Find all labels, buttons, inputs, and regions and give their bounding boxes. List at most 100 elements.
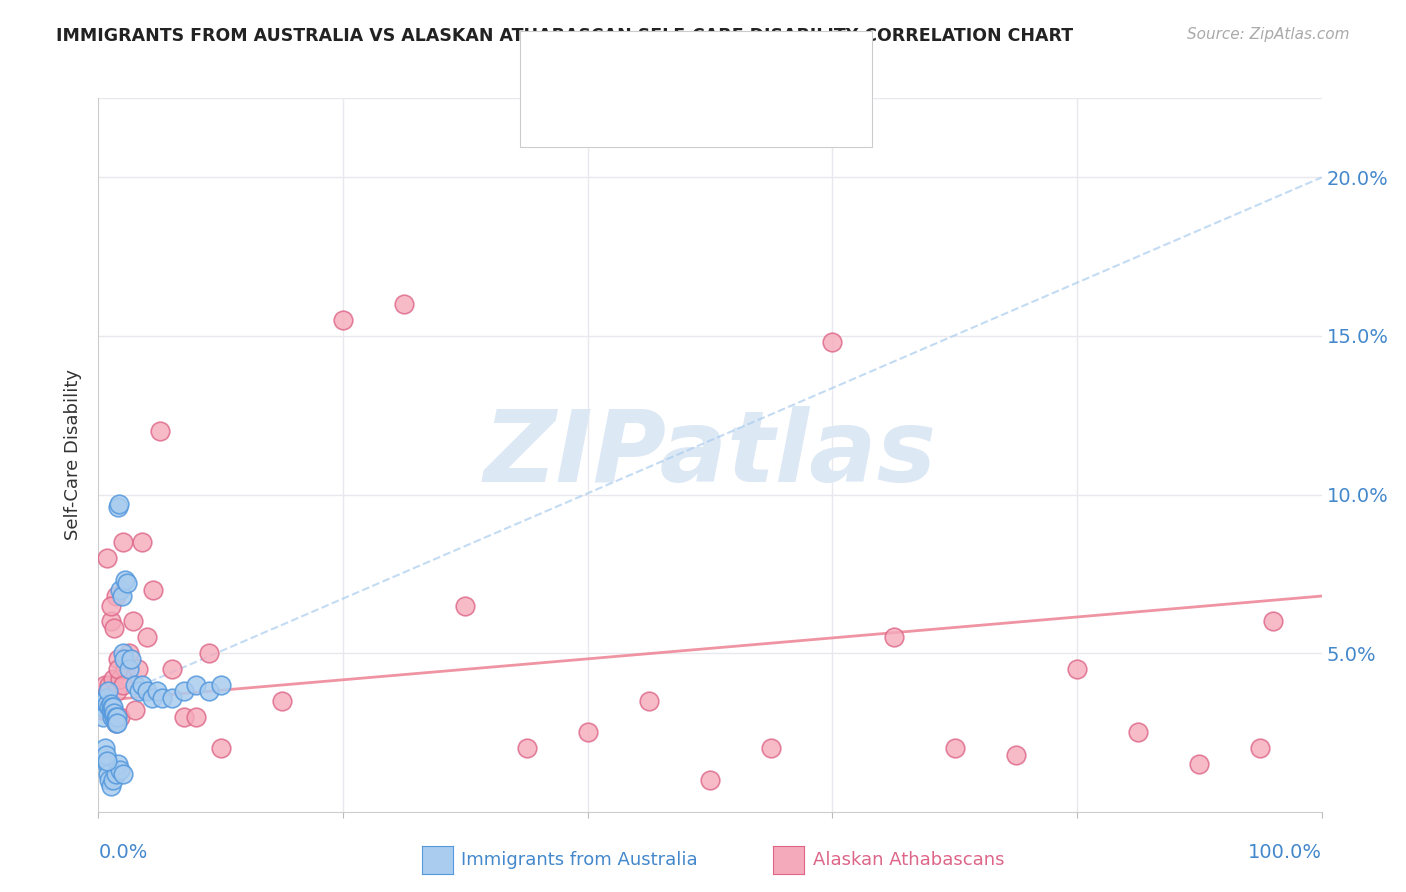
Point xyxy=(103,706,125,721)
Point xyxy=(576,725,599,739)
Point xyxy=(136,630,159,644)
Point xyxy=(100,615,122,629)
Point xyxy=(110,709,132,723)
Point xyxy=(120,652,142,666)
Point xyxy=(101,700,124,714)
Point xyxy=(101,709,124,723)
Point xyxy=(124,703,146,717)
Point xyxy=(97,684,120,698)
Point xyxy=(209,741,232,756)
Point xyxy=(142,582,165,597)
Point xyxy=(101,709,124,723)
Text: R = 0.167: R = 0.167 xyxy=(574,95,688,114)
Point xyxy=(114,662,136,676)
Point xyxy=(146,684,169,698)
Point xyxy=(100,599,122,613)
Point xyxy=(186,678,208,692)
Point xyxy=(108,497,131,511)
Point xyxy=(104,715,127,730)
Point xyxy=(104,709,127,723)
Point xyxy=(93,694,115,708)
Point xyxy=(91,709,114,723)
Text: 100.0%: 100.0% xyxy=(1247,843,1322,862)
Point xyxy=(111,766,134,780)
Point xyxy=(943,741,966,756)
Point xyxy=(160,662,183,676)
Point xyxy=(173,684,195,698)
Point xyxy=(111,589,134,603)
Point xyxy=(332,313,354,327)
Point xyxy=(392,297,416,311)
Point xyxy=(104,715,127,730)
Point xyxy=(115,576,138,591)
Point xyxy=(96,754,118,768)
Point xyxy=(107,652,129,666)
Point xyxy=(883,630,905,644)
Point xyxy=(112,652,135,666)
Point xyxy=(197,646,219,660)
Point xyxy=(103,621,125,635)
Point xyxy=(96,551,118,566)
Point xyxy=(97,684,120,698)
Point xyxy=(1188,757,1211,772)
Point xyxy=(761,741,783,756)
Point xyxy=(96,757,118,772)
Point xyxy=(160,690,183,705)
Point xyxy=(111,646,134,660)
Point xyxy=(110,582,132,597)
Point xyxy=(91,703,114,717)
Point xyxy=(1128,725,1150,739)
Point xyxy=(98,700,121,714)
Point xyxy=(1249,741,1271,756)
Point xyxy=(100,780,122,794)
Point xyxy=(118,662,141,676)
Text: 0.0%: 0.0% xyxy=(98,843,148,862)
Point xyxy=(821,335,844,350)
Point xyxy=(101,772,124,787)
Point xyxy=(149,424,172,438)
Point xyxy=(114,573,136,587)
Point xyxy=(104,589,127,603)
Text: ZIPatlas: ZIPatlas xyxy=(484,407,936,503)
Point xyxy=(1066,662,1088,676)
Point xyxy=(270,694,294,708)
Point xyxy=(141,690,163,705)
Point xyxy=(131,678,153,692)
Point xyxy=(107,757,129,772)
Text: Source: ZipAtlas.com: Source: ZipAtlas.com xyxy=(1187,27,1350,42)
Point xyxy=(101,672,124,686)
Point xyxy=(118,646,141,660)
Text: Immigrants from Australia: Immigrants from Australia xyxy=(461,851,697,869)
Point xyxy=(107,662,129,676)
Point xyxy=(98,772,121,787)
Point xyxy=(638,694,661,708)
Point xyxy=(127,662,149,676)
Point xyxy=(111,535,134,549)
Point xyxy=(105,709,128,723)
Point xyxy=(107,500,129,515)
Point xyxy=(699,772,721,787)
Point xyxy=(173,709,195,723)
Point xyxy=(93,741,115,756)
Point xyxy=(454,599,477,613)
Point xyxy=(124,678,146,692)
Text: Alaskan Athabascans: Alaskan Athabascans xyxy=(813,851,1004,869)
Point xyxy=(186,709,208,723)
Point xyxy=(94,690,117,705)
Point xyxy=(93,678,115,692)
Point xyxy=(121,615,143,629)
Point xyxy=(98,678,121,692)
Point xyxy=(100,697,122,711)
Point xyxy=(94,747,117,762)
Point xyxy=(105,715,128,730)
Point xyxy=(110,764,132,778)
Text: R = 0.186: R = 0.186 xyxy=(574,54,688,74)
Point xyxy=(197,684,219,698)
Point xyxy=(97,766,120,780)
Point xyxy=(1004,747,1026,762)
Point xyxy=(103,709,125,723)
Text: N = 52: N = 52 xyxy=(738,95,817,114)
Point xyxy=(105,684,128,698)
Point xyxy=(128,684,150,698)
Point xyxy=(515,741,537,756)
